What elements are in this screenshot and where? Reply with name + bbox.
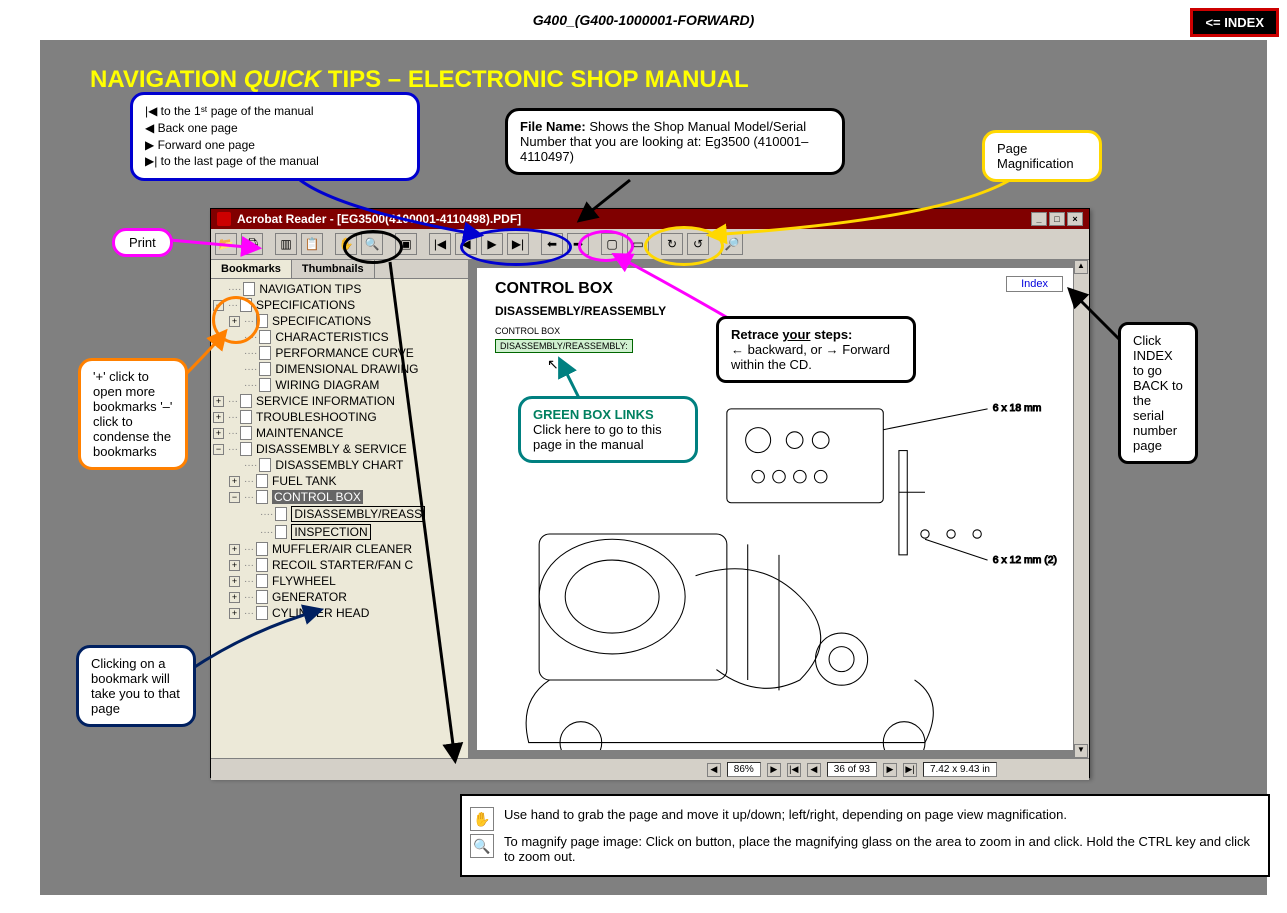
tree-item[interactable]: ····DISASSEMBLY/REASS	[213, 505, 466, 523]
tab-thumbnails[interactable]: Thumbnails	[292, 260, 375, 278]
index-button[interactable]: <= INDEX	[1190, 8, 1279, 37]
page-header-title: G400_(G400-1000001-FORWARD)	[0, 12, 1287, 28]
scroll-down-icon[interactable]: ▼	[1074, 744, 1088, 758]
prev-page-icon[interactable]: ◀	[455, 233, 477, 255]
tree-item[interactable]: ····DISASSEMBLY CHART	[213, 457, 466, 473]
tree-item[interactable]: −···CONTROL BOX	[213, 489, 466, 505]
rotate-icon[interactable]: ↻	[661, 233, 683, 255]
tree-item[interactable]: +···FUEL TANK	[213, 473, 466, 489]
titlebar-text: Acrobat Reader - [EG3500(4100001-4110498…	[237, 212, 521, 226]
back-icon[interactable]: ⬅	[541, 233, 563, 255]
doc-index-button[interactable]: Index	[1006, 276, 1063, 292]
scroll-up-icon[interactable]: ▲	[1074, 260, 1088, 274]
tree-item[interactable]: +···GENERATOR	[213, 589, 466, 605]
tree-item[interactable]: ····CHARACTERISTICS	[213, 329, 466, 345]
main-title: NAVIGATION QUICK TIPS – ELECTRONIC SHOP …	[90, 66, 749, 94]
print-icon[interactable]: 🖨	[241, 233, 263, 255]
status-first-icon[interactable]: |◀	[787, 763, 801, 777]
doc-heading: CONTROL BOX	[495, 280, 1063, 298]
zoom-out-icon[interactable]: ◀	[707, 763, 721, 777]
content-area: Bookmarks Thumbnails ····NAVIGATION TIPS…	[211, 260, 1089, 758]
toolbar: 📂 🖨 ▥ 📋 ✋ 🔍 ▣ |◀ ◀ ▶ ▶| ⬅ ➡ ▢ ▭ ↻ ↺ 🔎	[211, 229, 1089, 260]
rotate2-icon[interactable]: ↺	[687, 233, 709, 255]
tree-item[interactable]: +···FLYWHEEL	[213, 573, 466, 589]
tree-item[interactable]: +···RECOIL STARTER/FAN C	[213, 557, 466, 573]
titlebar: Acrobat Reader - [EG3500(4100001-4110498…	[211, 209, 1089, 229]
fit-page-icon[interactable]: ▢	[601, 233, 623, 255]
doc-scrollbar[interactable]: ▲ ▼	[1073, 260, 1089, 758]
tree-item[interactable]: +···SERVICE INFORMATION	[213, 393, 466, 409]
sidebar-toggle-icon[interactable]: ▥	[275, 233, 297, 255]
tree-item[interactable]: +···TROUBLESHOOTING	[213, 409, 466, 425]
forward-icon[interactable]: ➡	[567, 233, 589, 255]
bottom-panel: ✋ Use hand to grab the page and move it …	[460, 794, 1270, 877]
page-value[interactable]: 36 of 93	[827, 762, 877, 777]
page-size: 7.42 x 9.43 in	[923, 762, 997, 777]
window-controls: _ □ ×	[1031, 212, 1083, 226]
tab-bookmarks[interactable]: Bookmarks	[211, 260, 292, 278]
tree-item[interactable]: ····DIMENSIONAL DRAWING	[213, 361, 466, 377]
callout-bookmark-click: Clicking on a bookmark will take you to …	[76, 645, 196, 727]
main-frame: NAVIGATION QUICK TIPS – ELECTRONIC SHOP …	[40, 40, 1267, 895]
acrobat-icon	[217, 212, 231, 226]
callout-green-box: GREEN BOX LINKS Click here to go to this…	[518, 396, 698, 463]
hand-icon: ✋	[470, 807, 494, 831]
tree-item[interactable]: −···DISASSEMBLY & SERVICE	[213, 441, 466, 457]
callout-index-click: Click INDEX to go BACK to the serial num…	[1118, 322, 1198, 464]
tree-item[interactable]: +···SPECIFICATIONS	[213, 313, 466, 329]
copy-icon[interactable]: 📋	[301, 233, 323, 255]
callout-nav-arrows: |◀ to the 1ˢᵗ page of the manual ◀ Back …	[130, 92, 420, 181]
maximize-btn[interactable]: □	[1049, 212, 1065, 226]
fit-width-icon[interactable]: ▭	[627, 233, 649, 255]
statusbar: ◀ 86% ▶ |◀ ◀ 36 of 93 ▶ ▶| 7.42 x 9.43 i…	[211, 758, 1089, 780]
magnify-text: To magnify page image: Click on button, …	[504, 834, 1260, 864]
zoom-tool-icon[interactable]: 🔍	[361, 233, 383, 255]
callout-print: Print	[112, 228, 173, 257]
tree-item[interactable]: ····PERFORMANCE CURVE	[213, 345, 466, 361]
callout-plus-minus: '+' click to open more bookmarks '–' cli…	[78, 358, 188, 470]
next-page-icon[interactable]: ▶	[481, 233, 503, 255]
tree-item[interactable]: +···MAINTENANCE	[213, 425, 466, 441]
select-icon[interactable]: ▣	[395, 233, 417, 255]
status-prev-icon[interactable]: ◀	[807, 763, 821, 777]
svg-text:6 x 12 mm (2): 6 x 12 mm (2)	[993, 555, 1057, 566]
callout-magnification: Page Magnification	[982, 130, 1102, 182]
callout-retrace: Retrace your steps: ← backward, or → For…	[716, 316, 916, 383]
bookmark-tree: ····NAVIGATION TIPS −···SPECIFICATIONS +…	[211, 279, 468, 758]
zoom-in-icon[interactable]: ▶	[767, 763, 781, 777]
status-next-icon[interactable]: ▶	[883, 763, 897, 777]
tree-item[interactable]: −···SPECIFICATIONS	[213, 297, 466, 313]
tree-item[interactable]: ····WIRING DIAGRAM	[213, 377, 466, 393]
open-icon[interactable]: 📂	[215, 233, 237, 255]
find-icon[interactable]: 🔎	[721, 233, 743, 255]
zoom-value[interactable]: 86%	[727, 762, 761, 777]
sidebar: Bookmarks Thumbnails ····NAVIGATION TIPS…	[211, 260, 469, 758]
green-box-link[interactable]: DISASSEMBLY/REASSEMBLY:	[495, 339, 633, 353]
close-btn[interactable]: ×	[1067, 212, 1083, 226]
tree-item[interactable]: +···MUFFLER/AIR CLEANER	[213, 541, 466, 557]
hand-text: Use hand to grab the page and move it up…	[504, 807, 1067, 822]
title-suffix: TIPS – ELECTRONIC SHOP MANUAL	[321, 66, 749, 93]
magnify-icon: 🔍	[470, 834, 494, 858]
hand-tool-icon[interactable]: ✋	[335, 233, 357, 255]
tree-item[interactable]: ····INSPECTION	[213, 523, 466, 541]
title-prefix: NAVIGATION	[90, 66, 244, 93]
status-last-icon[interactable]: ▶|	[903, 763, 917, 777]
minimize-btn[interactable]: _	[1031, 212, 1047, 226]
tree-item[interactable]: +···CYLINDER HEAD	[213, 605, 466, 621]
last-page-icon[interactable]: ▶|	[507, 233, 529, 255]
sidebar-tabs: Bookmarks Thumbnails	[211, 260, 468, 279]
title-quick: QUICK	[244, 66, 321, 93]
first-page-icon[interactable]: |◀	[429, 233, 451, 255]
callout-filename: File Name: Shows the Shop Manual Model/S…	[505, 108, 845, 175]
acrobat-window: Acrobat Reader - [EG3500(4100001-4110498…	[210, 208, 1090, 778]
svg-text:6 x 18 mm: 6 x 18 mm	[993, 403, 1042, 414]
tree-item[interactable]: ····NAVIGATION TIPS	[213, 281, 466, 297]
